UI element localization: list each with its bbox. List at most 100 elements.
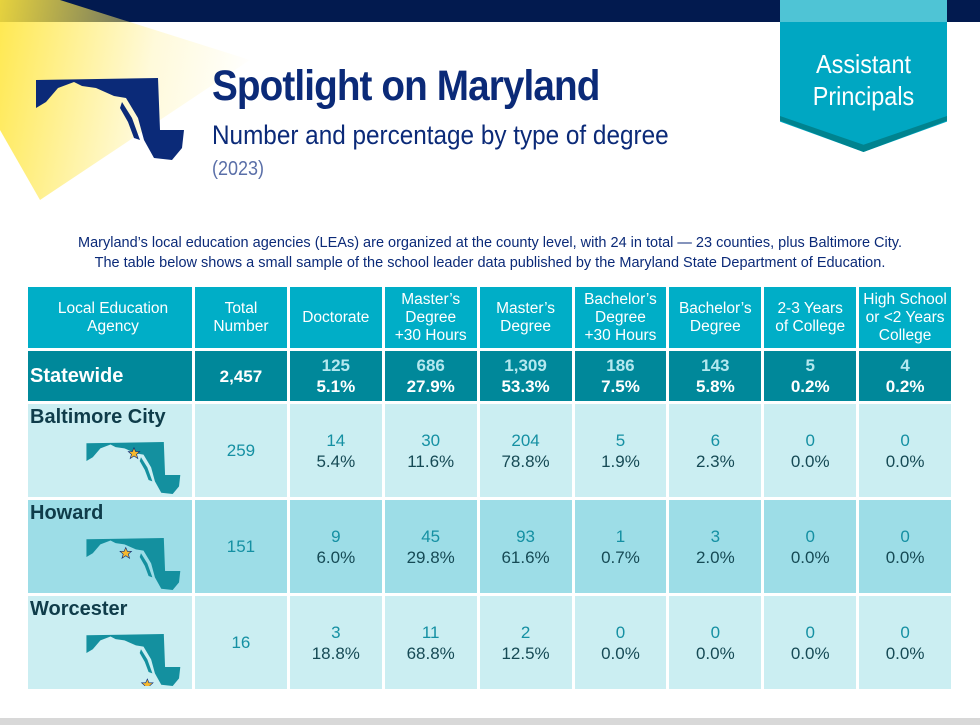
count-value: 1 xyxy=(615,526,626,546)
table-cell: 5 1.9% xyxy=(574,404,667,497)
intro-line-2: The table below shows a small sample of … xyxy=(94,255,886,271)
column-header-line: Master’s xyxy=(496,299,555,317)
percent-value: 0.0% xyxy=(790,547,830,567)
table-cell: 4 0.2% xyxy=(859,351,951,401)
table-cell: 9 6.0% xyxy=(289,500,382,593)
percent-value: 78.8% xyxy=(501,451,550,471)
role-badge-label: Assistant Principals xyxy=(788,48,938,112)
count-value: 30 xyxy=(421,430,441,450)
table-cell: 14 5.4% xyxy=(289,404,382,497)
table-cell: 0 0.0% xyxy=(859,404,951,497)
count-value: 0 xyxy=(900,430,910,450)
count-value: 0 xyxy=(900,526,910,546)
count-value: 0 xyxy=(805,526,815,546)
count-value: 3 xyxy=(331,622,341,642)
percent-value: 0.2% xyxy=(790,377,830,396)
count-value: 0 xyxy=(615,622,626,642)
percent-value: 0.2% xyxy=(885,377,925,396)
column-header: Master’s Degree +30 Hours xyxy=(384,287,477,348)
percent-value: 0.0% xyxy=(885,451,925,471)
column-header-line: of College xyxy=(775,317,846,335)
column-header: Bachelor’s Degree xyxy=(669,287,762,348)
percent-value: 0.0% xyxy=(790,643,830,663)
table-cell: 1 0.7% xyxy=(574,500,667,593)
percent-value: 0.0% xyxy=(885,547,925,567)
column-header: Bachelor’s Degree +30 Hours xyxy=(574,287,667,348)
column-header: Doctorate xyxy=(289,287,382,348)
column-header-line: High School xyxy=(863,290,947,308)
percent-value: 61.6% xyxy=(501,547,550,567)
column-header-line: +30 Hours xyxy=(394,326,467,344)
table-cell: 0 0.0% xyxy=(764,404,857,497)
column-header: 2-3 Years of College xyxy=(764,287,857,348)
total-value: 151 xyxy=(226,536,256,556)
column-header-line: Doctorate xyxy=(302,308,370,326)
table-cell: 0 0.0% xyxy=(764,596,857,689)
percent-value: 0.0% xyxy=(601,643,640,663)
percent-value: 5.1% xyxy=(316,377,356,396)
statewide-total: 2,457 xyxy=(195,351,287,401)
count-value: 1,309 xyxy=(504,356,547,375)
percent-value: 0.0% xyxy=(885,643,925,663)
total-value: 16 xyxy=(231,632,251,652)
table-cell: 11 68.8% xyxy=(384,596,477,689)
count-value: 686 xyxy=(416,356,445,375)
percent-value: 53.3% xyxy=(501,377,550,396)
percent-value: 2.3% xyxy=(695,451,735,471)
star-icon xyxy=(119,546,133,560)
count-value: 5 xyxy=(805,356,815,375)
year-label: (2023) xyxy=(212,158,265,180)
table-cell: 0 0.0% xyxy=(764,500,857,593)
column-header-line: Degree xyxy=(405,308,457,326)
page-title: Spotlight on Maryland xyxy=(212,62,600,110)
table-cell: 0 0.0% xyxy=(669,596,762,689)
column-header-line: Total xyxy=(224,299,258,317)
statewide-label: Statewide xyxy=(28,351,192,401)
count-value: 93 xyxy=(516,526,536,546)
row-total: 16 xyxy=(195,596,287,689)
percent-value: 6.0% xyxy=(316,547,356,567)
maryland-map-icon xyxy=(36,78,184,160)
percent-value: 1.9% xyxy=(601,451,640,471)
percent-value: 18.8% xyxy=(311,643,360,663)
star-icon xyxy=(127,446,141,460)
degree-table: Local Education Agency Total Number Doctora… xyxy=(28,287,951,689)
table-cell: 93 61.6% xyxy=(479,500,572,593)
maryland-map-star-icon xyxy=(86,634,181,686)
badge-top xyxy=(780,0,947,22)
percent-value: 7.5% xyxy=(601,377,640,396)
badge-line-1: Assistant xyxy=(816,49,911,79)
count-value: 204 xyxy=(511,430,540,450)
table-cell: 3 2.0% xyxy=(669,500,762,593)
table-cell: 186 7.5% xyxy=(574,351,667,401)
column-header: High School or <2 Years College xyxy=(859,287,951,348)
percent-value: 0.0% xyxy=(790,451,830,471)
total-value: 2,457 xyxy=(219,366,263,386)
percent-value: 12.5% xyxy=(501,643,550,663)
total-value: 259 xyxy=(226,440,256,460)
column-header-line: or <2 Years xyxy=(865,308,945,326)
table-cell: 6 2.3% xyxy=(669,404,762,497)
column-header-line: College xyxy=(878,326,932,344)
table-cell: 5 0.2% xyxy=(764,351,857,401)
intro-text: Maryland’s local education agencies (LEA… xyxy=(0,233,980,273)
top-bar xyxy=(0,0,980,22)
agency-cell: Baltimore City xyxy=(28,404,192,497)
table-cell: 204 78.8% xyxy=(479,404,572,497)
table-cell: 125 5.1% xyxy=(289,351,382,401)
count-value: 0 xyxy=(805,430,815,450)
column-header-label: Local Education Agency xyxy=(57,299,169,335)
percent-value: 2.0% xyxy=(695,547,735,567)
table-cell: 686 27.9% xyxy=(384,351,477,401)
count-value: 6 xyxy=(710,430,721,450)
column-header: Master’s Degree xyxy=(479,287,572,348)
count-value: 3 xyxy=(710,526,721,546)
column-header-line: +30 Hours xyxy=(584,326,657,344)
column-header-line: Degree xyxy=(595,308,646,326)
count-value: 186 xyxy=(606,356,635,375)
row-name: Statewide xyxy=(30,364,124,387)
column-header-line: Degree xyxy=(500,317,551,335)
table-cell: 2 12.5% xyxy=(479,596,572,689)
percent-value: 0.0% xyxy=(695,643,735,663)
table-cell: 0 0.0% xyxy=(859,500,951,593)
